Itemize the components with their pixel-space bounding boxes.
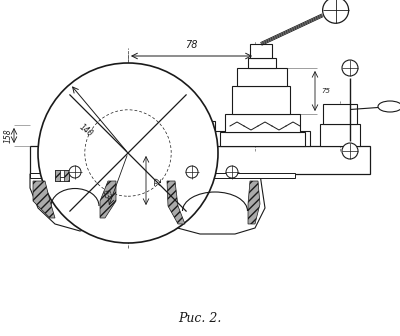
Ellipse shape bbox=[378, 101, 400, 112]
Bar bbox=[30, 173, 295, 178]
Bar bbox=[225, 114, 300, 132]
Bar bbox=[220, 132, 305, 146]
Circle shape bbox=[342, 143, 358, 159]
Polygon shape bbox=[30, 174, 120, 231]
Polygon shape bbox=[33, 181, 55, 218]
Bar bbox=[82, 121, 215, 146]
Text: 75: 75 bbox=[321, 88, 330, 94]
Bar bbox=[323, 104, 357, 124]
Circle shape bbox=[69, 166, 81, 178]
Circle shape bbox=[323, 0, 349, 23]
Bar bbox=[250, 44, 272, 58]
Text: Рис. 2.: Рис. 2. bbox=[178, 311, 222, 325]
Circle shape bbox=[226, 166, 238, 178]
Bar bbox=[64, 170, 69, 181]
Text: 140: 140 bbox=[78, 123, 94, 139]
Polygon shape bbox=[100, 181, 116, 218]
Polygon shape bbox=[248, 181, 260, 224]
Bar bbox=[248, 58, 276, 68]
Polygon shape bbox=[167, 181, 185, 224]
Text: 63: 63 bbox=[100, 189, 112, 201]
Bar bbox=[30, 146, 370, 174]
Bar bbox=[232, 86, 290, 114]
Circle shape bbox=[342, 60, 358, 76]
Text: 72: 72 bbox=[154, 176, 163, 186]
Bar bbox=[100, 109, 195, 121]
Bar bbox=[237, 68, 287, 86]
Polygon shape bbox=[162, 174, 265, 234]
Text: 158: 158 bbox=[4, 128, 13, 143]
Text: 78: 78 bbox=[185, 40, 198, 50]
Circle shape bbox=[186, 166, 198, 178]
Bar bbox=[320, 124, 360, 146]
Circle shape bbox=[38, 63, 218, 243]
Bar bbox=[55, 170, 69, 178]
Bar bbox=[85, 131, 310, 146]
Bar bbox=[55, 170, 60, 181]
Bar bbox=[55, 177, 69, 181]
